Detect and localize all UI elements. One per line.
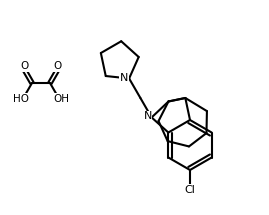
Text: O: O [20,61,28,71]
Text: HO: HO [13,94,29,104]
Text: O: O [54,61,62,71]
Text: N: N [143,111,152,121]
Text: Cl: Cl [185,185,196,195]
Text: OH: OH [53,94,69,104]
Text: N: N [120,74,128,83]
